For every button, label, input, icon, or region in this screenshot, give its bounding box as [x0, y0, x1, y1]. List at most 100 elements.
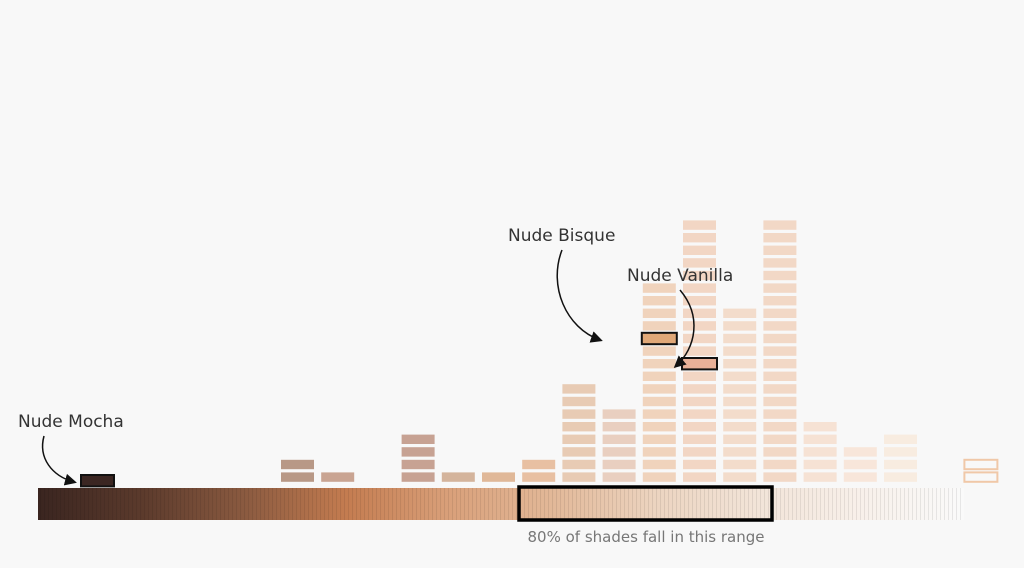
shade-segment: [522, 459, 556, 470]
shade-segment: [763, 220, 797, 230]
shade-segment: [843, 472, 877, 482]
shade-segment: [763, 434, 797, 444]
shade-segment: [763, 396, 797, 407]
shade-segment: [642, 283, 676, 293]
shade-segment: [642, 447, 676, 457]
shade-segment: [683, 333, 716, 344]
annotation-arrow: [41, 435, 77, 486]
shade-segment: [963, 471, 999, 483]
shade-segment: [683, 270, 716, 281]
shade-segment: [763, 371, 797, 381]
shade-segment: [602, 422, 636, 432]
shade-segment: [723, 359, 757, 369]
shade-segment: [683, 472, 716, 482]
shade-segment: [522, 472, 556, 482]
annotations: 80% of shades fall in this range Nude Moc…: [18, 226, 774, 546]
shade-segment: [281, 472, 314, 482]
shade-segment: [763, 359, 797, 369]
bar-column: [763, 220, 797, 482]
shade-segment: [884, 459, 917, 470]
shade-segment: [723, 396, 757, 407]
shade-segment: [562, 422, 596, 432]
shade-segment: [723, 384, 757, 394]
shade-segment: [763, 346, 797, 356]
bar-column: [562, 384, 596, 482]
shade-segment: [723, 459, 757, 470]
bar-column: [441, 472, 475, 482]
shade-segment: [723, 371, 757, 381]
bar-column: [884, 434, 917, 482]
shade-segment: [723, 409, 757, 419]
shade-segment: [642, 371, 676, 381]
shade-segment: [683, 296, 716, 306]
bar-column: [843, 447, 877, 482]
highlight-nude-vanilla: [681, 357, 718, 371]
highlight-nude-mocha: [80, 474, 115, 488]
shade-segment: [963, 458, 999, 471]
shade-segment: [642, 459, 676, 470]
shade-segment: [803, 422, 837, 432]
range-caption: 80% of shades fall in this range: [528, 528, 765, 546]
shade-segment: [683, 396, 716, 407]
shade-segment: [723, 346, 757, 356]
color-strip: [38, 488, 964, 520]
shade-segment: [642, 384, 676, 394]
shade-segment: [642, 409, 676, 419]
shade-segment: [562, 434, 596, 444]
shade-segment: [683, 371, 716, 381]
bar-column: [642, 283, 676, 482]
shade-segment: [562, 472, 596, 482]
shade-segment: [562, 396, 596, 407]
shade-segment: [401, 447, 435, 457]
shade-segment: [683, 346, 716, 356]
shade-segment: [441, 472, 475, 482]
annotation-label: Nude Vanilla: [627, 266, 733, 286]
shade-segment: [683, 321, 716, 331]
shade-segment: [763, 233, 797, 243]
annotation-label: Nude Mocha: [18, 412, 124, 432]
bar-stacks: [281, 220, 999, 483]
shade-segment: [763, 258, 797, 268]
shade-segment: [642, 434, 676, 444]
highlighted-shades: [80, 331, 718, 488]
shade-segment: [803, 472, 837, 482]
shade-segment: [803, 459, 837, 470]
shade-segment: [763, 447, 797, 457]
shade-segment: [642, 346, 676, 356]
shade-segment: [763, 296, 797, 306]
shade-segment: [602, 472, 636, 482]
bar-column: [803, 422, 837, 482]
shade-segment: [642, 422, 676, 432]
shade-segment: [763, 472, 797, 482]
shade-segment: [763, 459, 797, 470]
shade-segment: [763, 283, 797, 293]
shade-segment: [642, 321, 676, 331]
shade-segment: [683, 384, 716, 394]
bar-column: [482, 472, 515, 482]
shade-segment: [642, 359, 676, 369]
bar-column: [281, 459, 314, 482]
shade-segment: [321, 472, 355, 482]
annotation-label: Nude Bisque: [508, 226, 615, 246]
shade-segment: [884, 447, 917, 457]
shade-segment: [884, 434, 917, 444]
bar-column: [963, 458, 999, 483]
bar-column: [602, 409, 636, 482]
shade-segment: [723, 308, 757, 318]
shade-segment: [642, 396, 676, 407]
shade-segment: [562, 447, 596, 457]
bar-column: [401, 434, 435, 482]
shade-segment: [763, 409, 797, 419]
shade-segment: [763, 245, 797, 255]
highlight-nude-bisque: [640, 331, 678, 346]
shade-segment: [723, 434, 757, 444]
shade-segment: [683, 220, 716, 230]
shade-segment: [843, 459, 877, 470]
annotation-arrow: [673, 289, 695, 369]
bar-column: [522, 459, 556, 482]
shade-segment: [401, 459, 435, 470]
shade-segment: [482, 472, 515, 482]
shade-segment: [763, 333, 797, 344]
shade-segment: [683, 258, 716, 268]
